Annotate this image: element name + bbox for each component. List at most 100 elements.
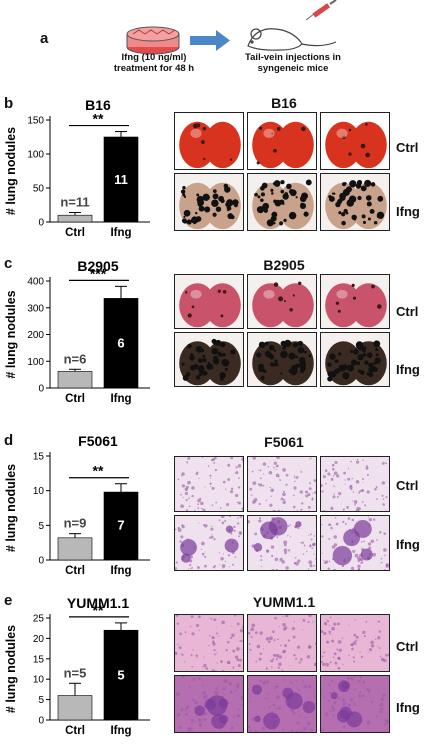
cell-dot (303, 684, 307, 689)
cell-dot (295, 476, 299, 479)
bar-ifng (103, 491, 139, 561)
cell-dot (272, 657, 275, 660)
cell-dot (191, 632, 195, 636)
tissue-drawing (248, 113, 316, 169)
cell-dot (321, 490, 324, 493)
cell-dot (230, 487, 234, 491)
cell-dot (195, 720, 197, 722)
cell-dot (350, 676, 354, 681)
nodule-spot (368, 362, 374, 368)
cell-dot (321, 660, 323, 664)
cell-dot (249, 729, 252, 732)
tumor-focus (332, 545, 353, 566)
nodule-spot (182, 375, 189, 381)
cell-dot (212, 457, 216, 461)
cell-dot (213, 538, 216, 541)
photo-title-f5061: F5061 (264, 434, 304, 450)
nodule-spot (202, 126, 207, 131)
cell-dot (235, 689, 237, 692)
cell-dot (354, 688, 356, 691)
cell-dot (327, 472, 331, 476)
cell-dot (177, 478, 180, 481)
cell-dot (213, 649, 216, 652)
cell-dot (341, 698, 346, 702)
cell-dot (204, 555, 207, 558)
nodule-spot (338, 352, 342, 356)
cell-dot (184, 631, 187, 634)
cell-dot (361, 501, 364, 503)
cell-dot (337, 640, 342, 644)
tissue-drawing (321, 174, 389, 230)
cell-dot (238, 501, 241, 505)
cell-dot (329, 616, 332, 619)
cell-dot (259, 483, 263, 487)
cell-dot (276, 695, 280, 699)
cell-dot (327, 567, 331, 570)
cell-dot (208, 644, 210, 647)
cell-dot (180, 708, 184, 712)
nodule-spot (273, 282, 279, 287)
cell-dot (284, 626, 288, 630)
cell-dot (282, 615, 284, 617)
nodule-spot (187, 313, 192, 318)
x-tick-label: Ctrl (65, 725, 85, 737)
cell-dot (227, 463, 231, 467)
cell-dot (314, 642, 316, 645)
cell-dot (197, 677, 201, 681)
cell-dot (349, 485, 353, 489)
cell-dot (203, 695, 207, 699)
cell-dot (188, 686, 191, 689)
cell-dot (190, 654, 193, 657)
cell-dot (292, 494, 295, 497)
cell-dot (229, 490, 234, 494)
cell-dot (196, 657, 198, 659)
lung-lobe (325, 121, 362, 169)
tumor-focus (330, 692, 338, 700)
cell-dot (258, 657, 262, 661)
cell-dot (388, 668, 389, 670)
nodule-spot (222, 290, 227, 294)
cell-dot (343, 471, 346, 475)
cell-dot (248, 631, 251, 635)
cell-dot (221, 729, 223, 731)
nodule-spot (211, 366, 214, 370)
cell-dot (354, 676, 357, 678)
cell-dot (298, 671, 300, 672)
cell-dot (309, 458, 311, 460)
cell-dot (344, 732, 345, 733)
cell-dot (300, 658, 303, 661)
cell-dot (265, 667, 269, 670)
nodule-spot (357, 354, 364, 361)
cell-dot (226, 640, 230, 644)
cell-dot (281, 560, 285, 564)
cell-dot (215, 687, 219, 690)
cell-dot (383, 548, 387, 552)
cell-dot (190, 718, 195, 723)
nodule-spot (181, 218, 187, 224)
nodule-spot (198, 205, 205, 212)
cell-dot (287, 720, 289, 722)
nodule-spot (339, 192, 346, 200)
nodule-spot (202, 354, 206, 358)
cell-dot (272, 509, 276, 511)
cell-dot (324, 570, 326, 571)
cell-dot (195, 472, 199, 476)
cell-dot (175, 651, 178, 656)
cell-dot (352, 491, 355, 493)
cell-dot (256, 644, 261, 649)
cell-dot (277, 666, 280, 669)
nodule-spot (282, 345, 287, 350)
cell-dot (241, 626, 243, 629)
cell-dot (211, 669, 215, 671)
tissue-drawing (175, 333, 243, 386)
cell-dot (283, 548, 288, 553)
cell-dot (365, 687, 369, 691)
cell-dot (274, 701, 277, 704)
lung-lobe (350, 121, 387, 169)
highlight (336, 289, 348, 299)
cell-dot (179, 632, 182, 636)
cell-dot (233, 525, 236, 529)
cell-dot (235, 493, 239, 498)
cell-dot (226, 680, 228, 682)
lung-lobe (350, 283, 387, 328)
